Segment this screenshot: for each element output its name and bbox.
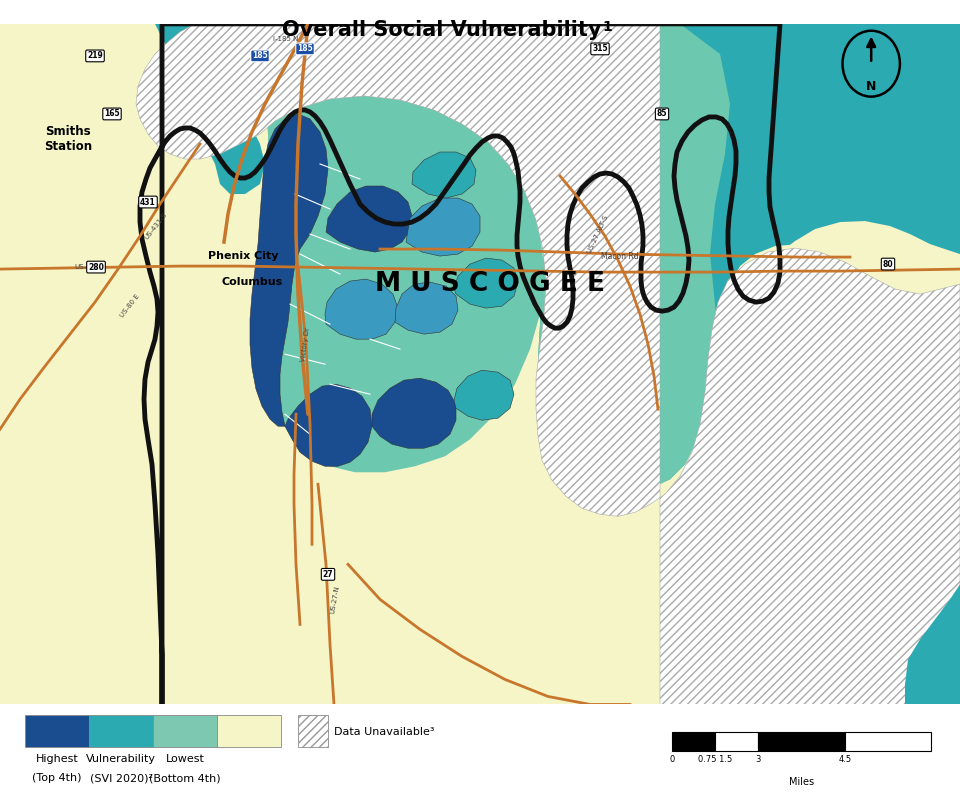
Polygon shape bbox=[406, 198, 480, 256]
Bar bbox=[715, 732, 758, 751]
Text: Victory Dr: Victory Dr bbox=[300, 326, 310, 362]
Bar bbox=[88, 715, 153, 747]
Polygon shape bbox=[250, 114, 328, 426]
Text: US-80: US-80 bbox=[75, 264, 95, 270]
Polygon shape bbox=[265, 84, 545, 472]
Text: Data Unavailable³: Data Unavailable³ bbox=[334, 727, 434, 737]
Text: Lowest: Lowest bbox=[166, 754, 204, 764]
Text: US-27-N: US-27-N bbox=[329, 585, 341, 614]
Polygon shape bbox=[454, 258, 518, 308]
Text: 85: 85 bbox=[657, 110, 667, 119]
Polygon shape bbox=[454, 370, 514, 420]
Polygon shape bbox=[326, 186, 412, 252]
Text: 0.75 1.5: 0.75 1.5 bbox=[698, 755, 732, 764]
Text: 0: 0 bbox=[669, 755, 675, 764]
Polygon shape bbox=[905, 584, 960, 704]
Text: 185: 185 bbox=[298, 45, 313, 53]
Text: 185: 185 bbox=[252, 52, 268, 60]
Text: 4.5: 4.5 bbox=[838, 755, 852, 764]
Polygon shape bbox=[325, 279, 398, 339]
Text: 315: 315 bbox=[592, 45, 608, 53]
Text: US-80 E: US-80 E bbox=[119, 294, 141, 319]
Text: Miles: Miles bbox=[789, 777, 814, 787]
Text: 80: 80 bbox=[882, 259, 894, 268]
Text: 1: 1 bbox=[603, 20, 612, 34]
Bar bbox=[298, 715, 328, 747]
Bar bbox=[217, 715, 281, 747]
Text: 219: 219 bbox=[87, 52, 103, 60]
Polygon shape bbox=[0, 24, 960, 704]
Text: Macon Rd: Macon Rd bbox=[601, 252, 638, 260]
Text: US-27 ALT-S: US-27 ALT-S bbox=[587, 214, 610, 254]
Text: Vulnerability: Vulnerability bbox=[86, 754, 156, 764]
Text: (Bottom 4th): (Bottom 4th) bbox=[150, 773, 221, 783]
Text: (SVI 2020)²: (SVI 2020)² bbox=[89, 773, 153, 783]
Polygon shape bbox=[285, 384, 372, 466]
Text: US-431-S: US-431-S bbox=[144, 212, 168, 240]
Bar bbox=[672, 732, 715, 751]
Polygon shape bbox=[372, 378, 456, 448]
Text: I-185 N: I-185 N bbox=[274, 36, 299, 42]
Text: Smiths
Station: Smiths Station bbox=[44, 125, 92, 153]
Text: Columbus: Columbus bbox=[222, 277, 282, 287]
Text: M U S C O G E E: M U S C O G E E bbox=[375, 271, 605, 297]
Polygon shape bbox=[412, 152, 476, 198]
Polygon shape bbox=[270, 24, 730, 490]
Polygon shape bbox=[270, 24, 960, 490]
Bar bbox=[845, 732, 931, 751]
Text: 3: 3 bbox=[756, 755, 761, 764]
Text: 165: 165 bbox=[105, 110, 120, 119]
Text: 280: 280 bbox=[88, 263, 104, 271]
Polygon shape bbox=[395, 282, 458, 334]
Text: Highest: Highest bbox=[36, 754, 79, 764]
Bar bbox=[153, 715, 217, 747]
Text: Phenix City: Phenix City bbox=[207, 251, 278, 261]
Bar bbox=[758, 732, 845, 751]
Text: 27: 27 bbox=[323, 570, 333, 579]
Polygon shape bbox=[672, 24, 960, 484]
Bar bbox=[25, 715, 88, 747]
Text: (Top 4th): (Top 4th) bbox=[33, 773, 82, 783]
Text: N: N bbox=[866, 80, 876, 93]
Polygon shape bbox=[155, 24, 265, 194]
Text: Overall Social Vulnerability: Overall Social Vulnerability bbox=[282, 20, 601, 40]
Polygon shape bbox=[136, 24, 960, 704]
Text: 431: 431 bbox=[140, 197, 156, 206]
